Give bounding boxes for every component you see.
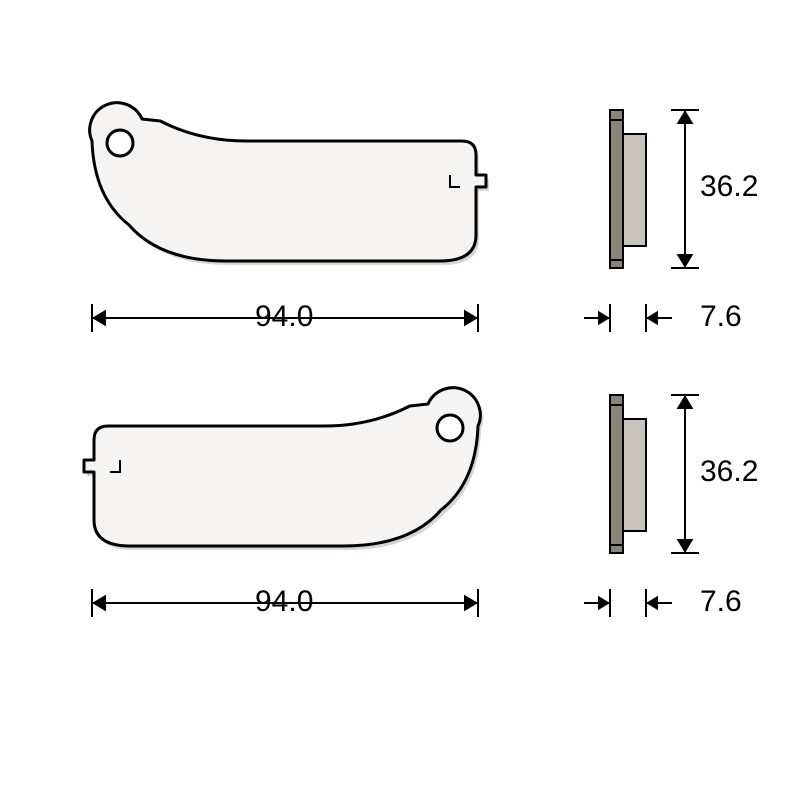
thickness-label-bottom: 7.6 bbox=[700, 585, 742, 619]
thickness-label-top: 7.6 bbox=[700, 300, 742, 334]
width-label-bottom: 94.0 bbox=[255, 585, 313, 619]
drawing-canvas: 36.2 94.0 7.6 36.2 94.0 7.6 bbox=[0, 0, 800, 800]
height-label-bottom: 36.2 bbox=[700, 455, 758, 489]
height-label-top: 36.2 bbox=[700, 170, 758, 204]
width-label-top: 94.0 bbox=[255, 300, 313, 334]
